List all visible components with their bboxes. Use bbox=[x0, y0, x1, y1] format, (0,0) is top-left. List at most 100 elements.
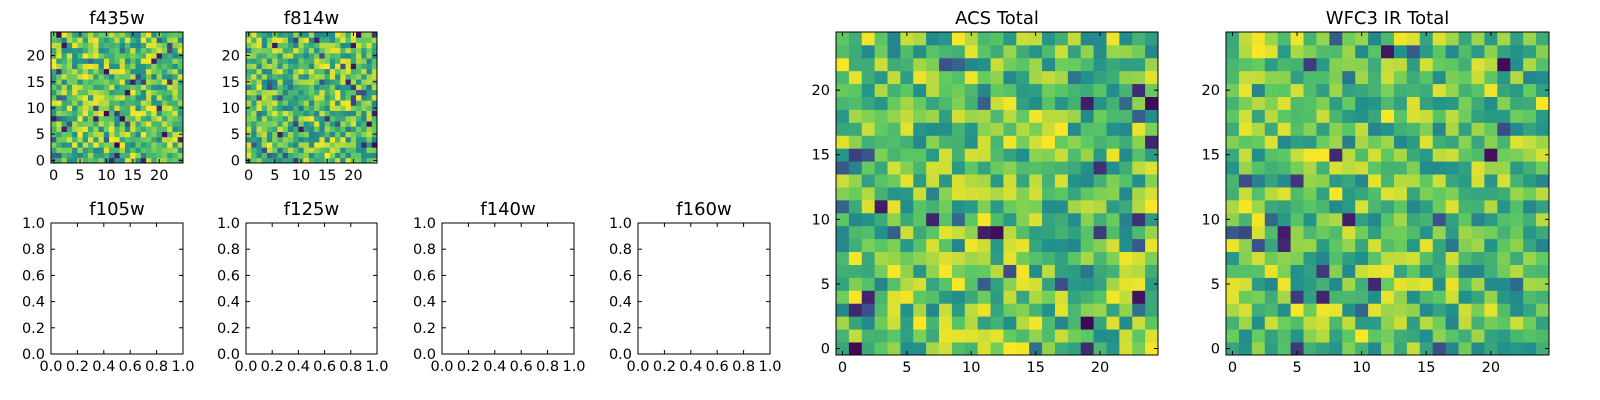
heatmap-cell bbox=[1132, 342, 1146, 356]
heatmap-cell bbox=[287, 105, 294, 111]
heatmap-cell bbox=[1303, 57, 1317, 72]
heatmap-cell bbox=[1303, 70, 1317, 85]
heatmap-cell bbox=[66, 84, 73, 91]
heatmap-cell bbox=[51, 37, 57, 43]
heatmap-cell bbox=[335, 121, 341, 127]
y-tick-label: 5 bbox=[1211, 277, 1220, 293]
heatmap-cell bbox=[82, 52, 89, 59]
heatmap-cell bbox=[114, 105, 121, 111]
heatmap-cell bbox=[1432, 135, 1447, 149]
heatmap-cell bbox=[1406, 122, 1421, 136]
heatmap-cell bbox=[1523, 225, 1537, 240]
heatmap-cell bbox=[282, 121, 289, 127]
heatmap-cell bbox=[1264, 316, 1279, 330]
heatmap-cell bbox=[329, 147, 336, 153]
axes-frame bbox=[50, 222, 184, 355]
heatmap-cell bbox=[977, 264, 991, 278]
heatmap-cell bbox=[1264, 109, 1279, 123]
heatmap-cell bbox=[1106, 109, 1120, 123]
heatmap-cell bbox=[1381, 187, 1395, 201]
heatmap-cell bbox=[1106, 83, 1120, 97]
heatmap-cell bbox=[56, 152, 62, 159]
heatmap-cell bbox=[1093, 238, 1107, 253]
heatmap-cell bbox=[103, 42, 110, 49]
heatmap-cell bbox=[251, 157, 257, 164]
heatmap-cell bbox=[177, 84, 184, 91]
heatmap-cell bbox=[277, 37, 284, 43]
x-tick-label: 15 bbox=[1026, 360, 1044, 376]
heatmap-cell bbox=[1406, 187, 1421, 201]
heatmap-cell bbox=[167, 52, 173, 59]
heatmap-cell bbox=[1355, 44, 1369, 59]
heatmap-cell bbox=[1471, 290, 1485, 304]
heatmap-cell bbox=[1484, 212, 1498, 227]
axes-frame bbox=[637, 222, 771, 355]
heatmap-cell bbox=[1042, 329, 1056, 343]
heatmap-cell bbox=[350, 100, 357, 106]
heatmap-cell bbox=[1054, 251, 1069, 265]
heatmap-cell bbox=[109, 84, 115, 91]
heatmap-cell bbox=[172, 84, 179, 91]
heatmap-cell bbox=[1042, 238, 1056, 253]
heatmap-cell bbox=[1119, 212, 1133, 227]
heatmap-cell bbox=[1445, 238, 1459, 253]
heatmap-cell bbox=[308, 84, 315, 91]
heatmap-cell bbox=[371, 42, 378, 49]
heatmap-cell bbox=[251, 142, 257, 148]
heatmap-cell bbox=[1145, 148, 1159, 162]
heatmap-cell bbox=[303, 42, 310, 49]
heatmap-cell bbox=[926, 225, 940, 240]
x-tick-label: 0.0 bbox=[234, 359, 257, 375]
heatmap-cell bbox=[246, 136, 252, 143]
heatmap-cell bbox=[1029, 122, 1043, 136]
heatmap-cell bbox=[61, 157, 68, 164]
heatmap-cell bbox=[990, 199, 1004, 214]
heatmap-cell bbox=[61, 115, 68, 122]
heatmap-cell bbox=[167, 100, 173, 106]
heatmap-cell bbox=[77, 121, 84, 127]
heatmap-cell bbox=[1277, 225, 1291, 240]
heatmap-cell bbox=[913, 225, 927, 240]
heatmap-cell bbox=[356, 152, 362, 159]
heatmap-cell bbox=[130, 52, 136, 59]
heatmap-cell bbox=[900, 238, 914, 253]
heatmap-cell bbox=[951, 148, 966, 162]
heatmap-cell bbox=[1003, 225, 1017, 240]
heatmap-cell bbox=[298, 94, 305, 101]
heatmap-cell bbox=[277, 68, 284, 75]
heatmap-cell bbox=[1316, 44, 1330, 59]
heatmap-cell bbox=[1329, 303, 1343, 317]
heatmap-cell bbox=[287, 142, 294, 148]
heatmap-cell bbox=[72, 100, 78, 106]
axes-frame bbox=[1225, 31, 1550, 356]
heatmap-cell bbox=[130, 136, 136, 143]
heatmap-cell bbox=[146, 115, 152, 122]
heatmap-cell bbox=[277, 100, 284, 106]
heatmap-cell bbox=[1042, 316, 1056, 330]
heatmap-cell bbox=[1132, 83, 1146, 97]
heatmap-cell bbox=[913, 161, 927, 175]
heatmap-cell bbox=[874, 174, 888, 188]
heatmap-cell bbox=[350, 142, 357, 148]
heatmap-cell bbox=[61, 147, 68, 153]
heatmap-cell bbox=[1054, 264, 1069, 278]
heatmap-cell bbox=[861, 199, 876, 214]
heatmap-cell bbox=[151, 47, 157, 54]
heatmap-cell bbox=[1316, 251, 1330, 265]
heatmap-cell bbox=[1393, 187, 1408, 201]
heatmap-cell bbox=[246, 142, 252, 148]
heatmap-cell bbox=[1226, 83, 1240, 97]
heatmap-cell bbox=[329, 152, 336, 159]
heatmap-cell bbox=[119, 32, 126, 38]
heatmap-cell bbox=[135, 89, 142, 96]
heatmap-cell bbox=[990, 122, 1004, 136]
heatmap-cell bbox=[298, 147, 305, 153]
heatmap-cell bbox=[167, 47, 173, 54]
heatmap-cell bbox=[1316, 329, 1330, 343]
heatmap-cell bbox=[977, 225, 991, 240]
heatmap-cell bbox=[135, 42, 142, 49]
heatmap-cell bbox=[135, 32, 142, 38]
heatmap-cell bbox=[1368, 303, 1382, 317]
heatmap-cell bbox=[350, 110, 357, 117]
